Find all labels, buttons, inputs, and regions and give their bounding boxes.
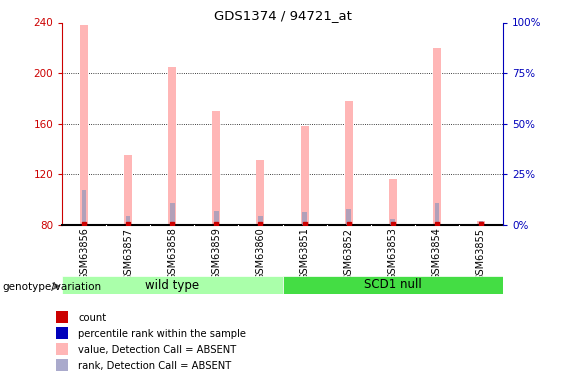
Bar xyxy=(346,209,351,225)
Text: GSM63852: GSM63852 xyxy=(344,228,354,280)
Text: GSM63858: GSM63858 xyxy=(167,228,177,280)
Bar xyxy=(345,101,353,225)
Text: GDS1374 / 94721_at: GDS1374 / 94721_at xyxy=(214,9,351,22)
Bar xyxy=(390,219,395,225)
Bar xyxy=(479,221,483,225)
Text: genotype/variation: genotype/variation xyxy=(3,282,102,292)
Text: count: count xyxy=(78,313,106,323)
Bar xyxy=(82,190,86,225)
Bar xyxy=(282,276,503,294)
Bar xyxy=(126,216,131,225)
Bar xyxy=(194,22,238,225)
Text: GSM63859: GSM63859 xyxy=(211,228,221,280)
Bar xyxy=(302,212,307,225)
Bar xyxy=(257,160,264,225)
Bar xyxy=(170,204,175,225)
Bar xyxy=(62,22,106,225)
Bar xyxy=(106,22,150,225)
Text: rank, Detection Call = ABSENT: rank, Detection Call = ABSENT xyxy=(78,360,232,370)
Text: percentile rank within the sample: percentile rank within the sample xyxy=(78,328,246,339)
Text: GSM63851: GSM63851 xyxy=(299,228,310,280)
Text: GSM63857: GSM63857 xyxy=(123,228,133,280)
Bar xyxy=(56,327,68,339)
Bar xyxy=(434,204,439,225)
Text: GSM63853: GSM63853 xyxy=(388,228,398,280)
Text: GSM63854: GSM63854 xyxy=(432,228,442,280)
Bar xyxy=(327,22,371,225)
Bar xyxy=(62,276,282,294)
Bar xyxy=(389,180,397,225)
Text: SCD1 null: SCD1 null xyxy=(364,279,421,291)
Bar xyxy=(459,22,503,225)
Bar xyxy=(301,126,308,225)
Bar xyxy=(56,311,68,323)
Bar xyxy=(168,67,176,225)
Text: GSM63860: GSM63860 xyxy=(255,228,266,280)
Bar xyxy=(56,343,68,355)
Bar xyxy=(124,155,132,225)
Bar xyxy=(80,25,88,225)
Text: wild type: wild type xyxy=(145,279,199,291)
Bar xyxy=(371,22,415,225)
Text: GSM63856: GSM63856 xyxy=(79,228,89,280)
Bar xyxy=(477,221,485,225)
Bar xyxy=(258,216,263,225)
Bar xyxy=(214,211,219,225)
Bar xyxy=(212,111,220,225)
Bar xyxy=(238,22,282,225)
Text: GSM63855: GSM63855 xyxy=(476,228,486,280)
Bar xyxy=(56,359,68,370)
Text: value, Detection Call = ABSENT: value, Detection Call = ABSENT xyxy=(78,345,236,355)
Bar xyxy=(150,22,194,225)
Bar xyxy=(433,48,441,225)
Bar xyxy=(415,22,459,225)
Bar xyxy=(282,22,327,225)
